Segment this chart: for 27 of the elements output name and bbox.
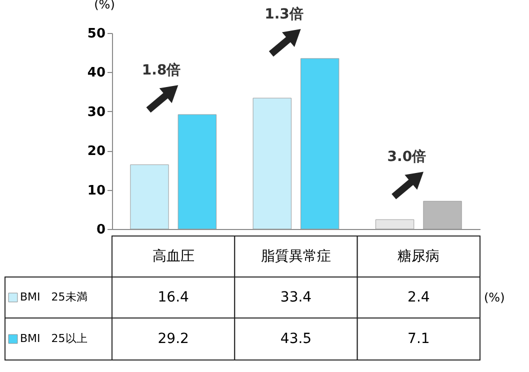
text: 1.3倍: [264, 5, 304, 22]
bar: [423, 200, 462, 230]
data-label: 7.1: [408, 331, 430, 347]
text: (%): [484, 290, 505, 304]
data-label: 43.5: [280, 331, 312, 347]
y-tick-label: 20: [87, 144, 106, 160]
bar: [178, 114, 217, 230]
annotation: 3.0倍: [387, 148, 426, 166]
data-label: 2.4: [408, 290, 430, 306]
bar: [252, 98, 292, 230]
legend-label: BMI 25未満: [20, 290, 88, 304]
bar: [300, 58, 340, 230]
y-tick-label: 30: [87, 104, 106, 120]
x-tick-label: 高血圧: [152, 248, 194, 264]
legend-label: BMI 25以上: [20, 332, 88, 345]
y-tick-label: 10: [87, 183, 106, 198]
x-tick-label: 脂質異常症: [261, 248, 331, 264]
data-label: 33.4: [280, 290, 312, 306]
data-label: 29.2: [158, 331, 189, 347]
annotation: 1.8倍: [142, 62, 181, 79]
y-tick-label: 50: [87, 26, 106, 42]
bar: [375, 219, 414, 230]
y-tick-label: 40: [87, 66, 106, 81]
y-tick-label: 0: [96, 222, 106, 238]
bar: [130, 164, 169, 230]
data-label: 16.4: [158, 290, 190, 306]
x-tick-label: 糖尿病: [398, 248, 440, 264]
